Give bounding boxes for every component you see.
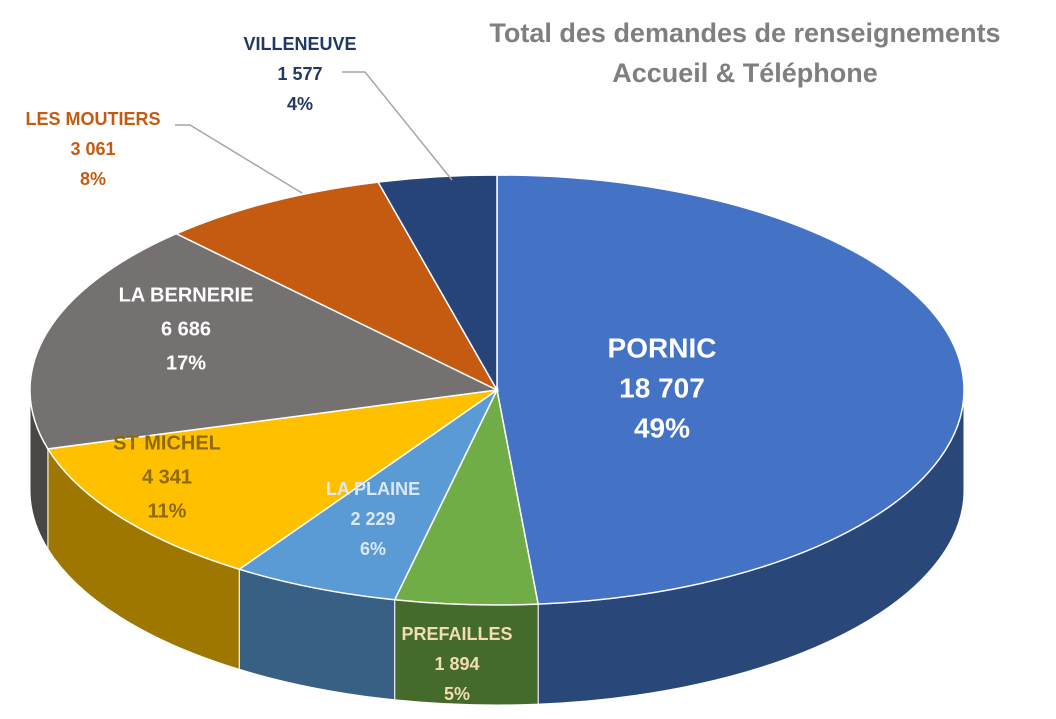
slice xyxy=(496,174,965,605)
percent-label: 5% xyxy=(444,684,470,704)
slice-label: LES MOUTIERS xyxy=(25,109,160,129)
value-label: 2 229 xyxy=(350,509,395,529)
percent-label: 17% xyxy=(166,352,206,374)
leader-line xyxy=(175,124,303,194)
value-label: 18 707 xyxy=(619,372,705,403)
value-label: 1 577 xyxy=(277,64,322,84)
slice xyxy=(237,387,499,601)
value-label: 6 686 xyxy=(161,318,211,340)
value-label: 1 894 xyxy=(434,654,479,674)
slice-label: PREFAILLES xyxy=(401,624,512,644)
percent-label: 49% xyxy=(634,412,690,443)
value-label: 4 341 xyxy=(142,466,192,488)
chart-title: Total des demandes de renseignements xyxy=(489,18,1000,48)
slice-label: LA BERNERIE xyxy=(119,284,254,306)
slice xyxy=(174,181,499,392)
slice-label: ST MICHEL xyxy=(113,432,221,454)
slice xyxy=(376,174,498,393)
leader-line xyxy=(342,71,453,181)
slice xyxy=(393,387,540,606)
slice-label: VILLENEUVE xyxy=(243,34,356,54)
percent-label: 8% xyxy=(80,169,106,189)
slice-label: LA PLAINE xyxy=(326,479,420,499)
slice-label: PORNIC xyxy=(608,332,717,363)
chart-subtitle: Accueil & Téléphone xyxy=(612,58,878,88)
percent-label: 6% xyxy=(360,539,386,559)
percent-label: 11% xyxy=(148,500,187,522)
value-label: 3 061 xyxy=(70,139,115,159)
slice xyxy=(29,232,500,450)
percent-label: 4% xyxy=(287,94,313,114)
